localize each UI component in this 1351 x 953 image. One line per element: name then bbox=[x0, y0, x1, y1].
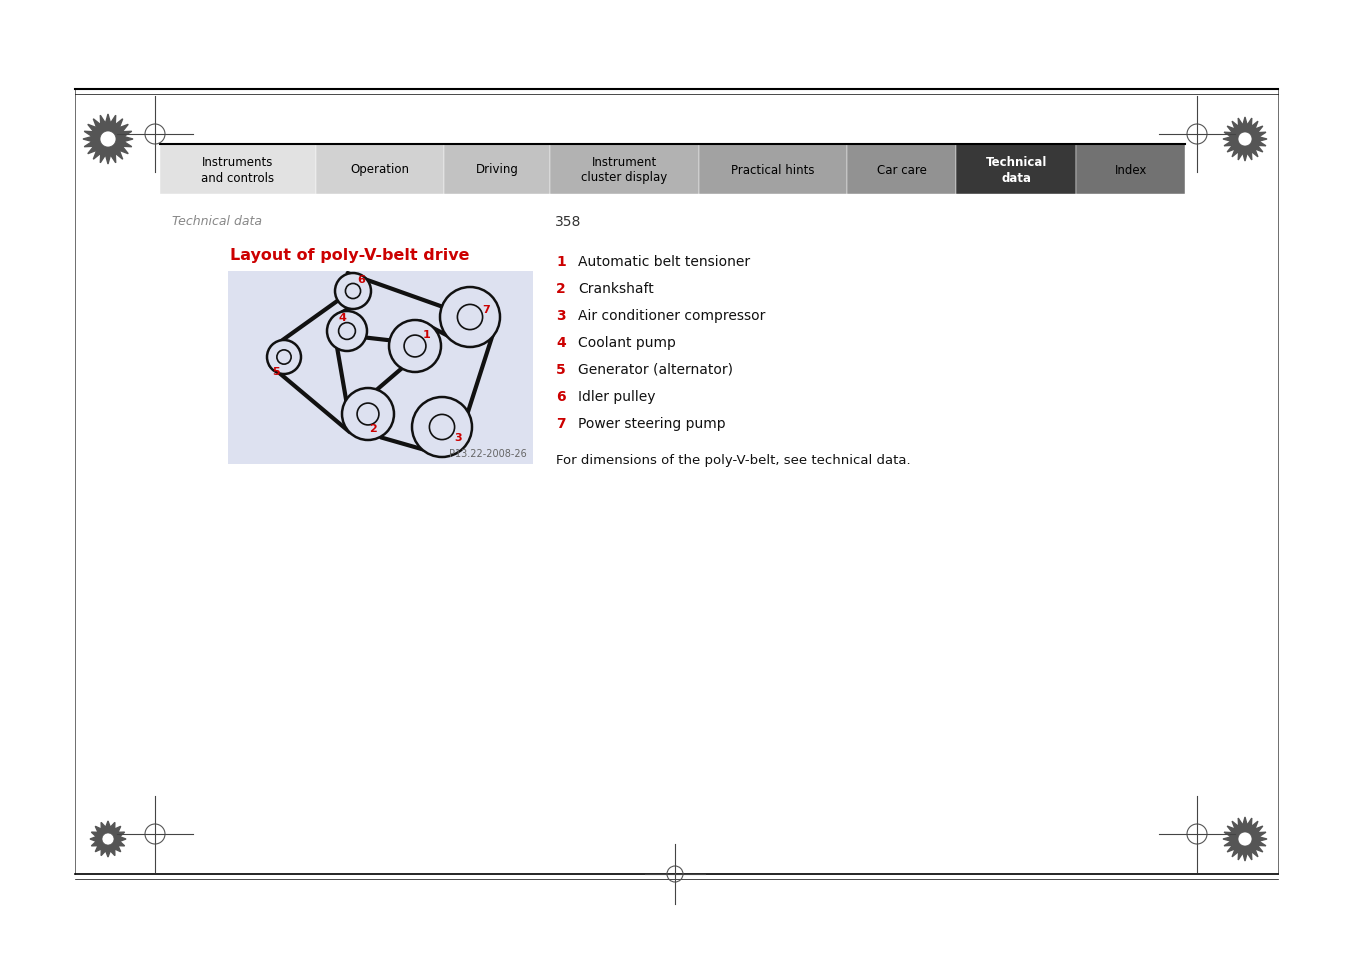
Text: 6: 6 bbox=[557, 390, 566, 403]
Circle shape bbox=[458, 305, 482, 331]
Bar bbox=[1077, 145, 1185, 194]
Text: Technical data: Technical data bbox=[172, 214, 262, 228]
Circle shape bbox=[412, 397, 471, 457]
Text: 3: 3 bbox=[454, 433, 462, 442]
Text: Layout of poly-V-belt drive: Layout of poly-V-belt drive bbox=[230, 248, 470, 263]
Text: Practical hints: Practical hints bbox=[731, 163, 815, 176]
Text: 1: 1 bbox=[423, 330, 431, 339]
Text: Air conditioner compressor: Air conditioner compressor bbox=[578, 309, 766, 323]
Text: 5: 5 bbox=[557, 363, 566, 376]
Circle shape bbox=[440, 288, 500, 348]
Text: Operation: Operation bbox=[350, 163, 409, 176]
Text: Coolant pump: Coolant pump bbox=[578, 335, 676, 350]
Text: Instruments
and controls: Instruments and controls bbox=[201, 155, 274, 184]
Bar bbox=[847, 145, 957, 194]
Text: Generator (alternator): Generator (alternator) bbox=[578, 363, 734, 376]
Text: 358: 358 bbox=[555, 214, 581, 229]
Bar bbox=[444, 145, 550, 194]
Text: 7: 7 bbox=[482, 305, 490, 314]
Text: Technical
data: Technical data bbox=[985, 155, 1047, 184]
Text: 2: 2 bbox=[557, 282, 566, 295]
Circle shape bbox=[1238, 832, 1252, 846]
Polygon shape bbox=[91, 821, 126, 857]
Text: Index: Index bbox=[1115, 163, 1147, 176]
Text: Idler pulley: Idler pulley bbox=[578, 390, 655, 403]
Bar bbox=[159, 145, 316, 194]
Text: Automatic belt tensioner: Automatic belt tensioner bbox=[578, 254, 750, 269]
Text: P13.22-2008-26: P13.22-2008-26 bbox=[450, 449, 527, 458]
Circle shape bbox=[404, 335, 426, 357]
Text: 6: 6 bbox=[357, 274, 365, 285]
Polygon shape bbox=[82, 115, 132, 165]
Circle shape bbox=[389, 320, 440, 373]
Circle shape bbox=[342, 389, 394, 440]
Text: 1: 1 bbox=[557, 254, 566, 269]
Circle shape bbox=[101, 833, 113, 845]
Text: Instrument
cluster display: Instrument cluster display bbox=[581, 155, 667, 184]
Text: Crankshaft: Crankshaft bbox=[578, 282, 654, 295]
Circle shape bbox=[277, 351, 290, 365]
Text: For dimensions of the poly-V-belt, see technical data.: For dimensions of the poly-V-belt, see t… bbox=[557, 454, 911, 467]
Circle shape bbox=[1238, 132, 1252, 147]
Text: 4: 4 bbox=[557, 335, 566, 350]
Circle shape bbox=[346, 284, 361, 299]
Text: 7: 7 bbox=[557, 416, 566, 431]
Text: 3: 3 bbox=[557, 309, 566, 323]
Bar bbox=[228, 272, 534, 464]
Circle shape bbox=[430, 415, 454, 440]
Circle shape bbox=[357, 404, 378, 425]
Text: Driving: Driving bbox=[476, 163, 519, 176]
Bar bbox=[957, 145, 1077, 194]
Circle shape bbox=[335, 274, 372, 310]
Polygon shape bbox=[1223, 118, 1267, 162]
Text: 2: 2 bbox=[369, 423, 377, 434]
Circle shape bbox=[327, 312, 367, 352]
Text: Power steering pump: Power steering pump bbox=[578, 416, 725, 431]
Circle shape bbox=[339, 323, 355, 340]
Text: 4: 4 bbox=[338, 313, 346, 323]
Circle shape bbox=[267, 340, 301, 375]
Circle shape bbox=[100, 132, 116, 148]
Bar bbox=[698, 145, 847, 194]
Text: Car care: Car care bbox=[877, 163, 927, 176]
Bar bbox=[316, 145, 444, 194]
Text: 5: 5 bbox=[272, 367, 280, 376]
Bar bbox=[550, 145, 698, 194]
Polygon shape bbox=[1223, 817, 1267, 862]
